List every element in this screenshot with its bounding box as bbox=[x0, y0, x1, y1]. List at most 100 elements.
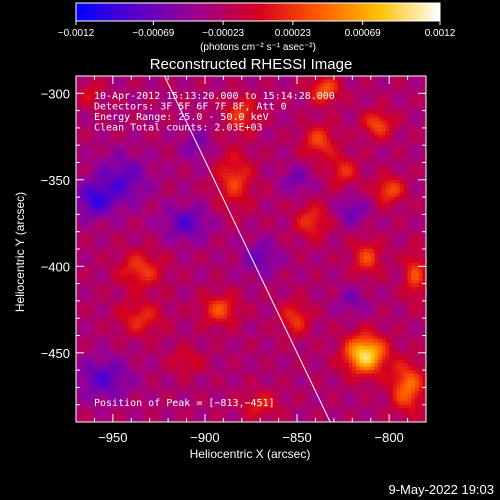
heatmap-cell bbox=[201, 228, 206, 233]
heatmap-cell bbox=[396, 96, 401, 101]
heatmap-cell bbox=[385, 190, 390, 195]
heatmap-cell bbox=[241, 238, 247, 243]
heatmap-cell bbox=[146, 242, 151, 247]
heatmap-cell bbox=[109, 169, 114, 174]
heatmap-cell bbox=[407, 114, 412, 119]
heatmap-cell bbox=[175, 93, 180, 98]
heatmap-cell bbox=[278, 148, 283, 153]
heatmap-cell bbox=[186, 249, 191, 254]
heatmap-cell bbox=[396, 86, 401, 91]
heatmap-cell bbox=[186, 228, 191, 233]
heatmap-cell bbox=[319, 152, 324, 157]
heatmap-cell bbox=[337, 131, 342, 136]
heatmap-cell bbox=[212, 93, 217, 98]
heatmap-cell bbox=[175, 162, 180, 167]
heatmap-cell bbox=[252, 117, 258, 122]
heatmap-cell bbox=[164, 165, 169, 171]
heatmap-cell bbox=[333, 138, 339, 143]
heatmap-cell bbox=[160, 255, 166, 260]
heatmap-cell bbox=[333, 159, 339, 164]
heatmap-cell bbox=[153, 183, 158, 188]
heatmap-cell bbox=[138, 107, 143, 112]
heatmap-cell bbox=[171, 190, 177, 195]
heatmap-cell bbox=[234, 245, 239, 250]
heatmap-cell bbox=[216, 148, 221, 153]
heatmap-cell bbox=[87, 127, 92, 132]
heatmap-cell bbox=[160, 138, 166, 143]
heatmap-cell bbox=[422, 204, 426, 209]
heatmap-cell bbox=[356, 127, 361, 132]
heatmap-cell bbox=[297, 100, 302, 105]
heatmap-cell bbox=[138, 127, 143, 132]
heatmap-cell bbox=[297, 231, 302, 236]
heatmap-cell bbox=[333, 131, 339, 136]
heatmap-cell bbox=[238, 186, 243, 191]
heatmap-cell bbox=[223, 76, 228, 81]
heatmap-cell bbox=[304, 221, 309, 226]
heatmap-cell bbox=[105, 217, 110, 222]
heatmap-cell bbox=[234, 152, 239, 157]
heatmap-cell bbox=[197, 193, 202, 198]
heatmap-cell bbox=[120, 183, 125, 188]
heatmap-cell bbox=[260, 159, 265, 164]
heatmap-cell bbox=[168, 100, 173, 105]
heatmap-cell bbox=[389, 82, 394, 87]
heatmap-cell bbox=[157, 190, 162, 195]
heatmap-cell bbox=[87, 214, 92, 219]
heatmap-cell bbox=[367, 120, 372, 126]
heatmap-cell bbox=[208, 100, 213, 105]
heatmap-cell bbox=[396, 107, 401, 112]
heatmap-cell bbox=[411, 210, 416, 215]
heatmap-cell bbox=[94, 197, 99, 202]
heatmap-cell bbox=[193, 148, 199, 153]
heatmap-cell bbox=[374, 224, 379, 229]
heatmap-cell bbox=[330, 169, 335, 174]
heatmap-cell bbox=[326, 138, 331, 143]
heatmap-cell bbox=[138, 242, 143, 247]
heatmap-cell bbox=[105, 93, 110, 98]
heatmap-cell bbox=[171, 96, 177, 101]
heatmap-cell bbox=[241, 231, 247, 236]
heatmap-cell bbox=[234, 193, 239, 198]
heatmap-cell bbox=[400, 224, 405, 229]
heatmap-cell bbox=[315, 214, 320, 219]
heatmap-cell bbox=[249, 117, 254, 122]
heatmap-cell bbox=[359, 134, 364, 139]
heatmap-cell bbox=[263, 114, 269, 119]
heatmap-cell bbox=[381, 124, 387, 129]
heatmap-cell bbox=[341, 214, 346, 219]
heatmap-cell bbox=[422, 96, 426, 101]
heatmap-cell bbox=[396, 214, 401, 219]
colorbar-tick-label: −0.00069 bbox=[132, 28, 174, 39]
heatmap-cell bbox=[267, 93, 272, 98]
heatmap-cell bbox=[227, 183, 232, 188]
heatmap-cell bbox=[90, 89, 96, 94]
heatmap-cell bbox=[101, 176, 107, 181]
heatmap-cell bbox=[286, 165, 291, 171]
heatmap-cell bbox=[94, 82, 99, 87]
heatmap-cell bbox=[87, 79, 92, 84]
heatmap-cell bbox=[293, 186, 298, 191]
heatmap-cell bbox=[83, 179, 88, 184]
heatmap-cell bbox=[127, 197, 132, 202]
heatmap-cell bbox=[414, 183, 420, 188]
heatmap-cell bbox=[337, 193, 342, 198]
heatmap-cell bbox=[274, 210, 280, 215]
heatmap-cell bbox=[407, 86, 412, 91]
heatmap-cell bbox=[120, 155, 125, 160]
heatmap-cell bbox=[356, 190, 361, 195]
heatmap-cell bbox=[396, 76, 401, 81]
heatmap-cell bbox=[286, 107, 291, 112]
heatmap-cell bbox=[389, 138, 394, 143]
heatmap-cell bbox=[186, 231, 191, 236]
heatmap-cell bbox=[79, 145, 84, 150]
heatmap-cell bbox=[190, 169, 195, 174]
heatmap-cell bbox=[175, 193, 180, 198]
heatmap-cell bbox=[241, 114, 247, 119]
heatmap-cell bbox=[374, 210, 379, 215]
heatmap-cell bbox=[389, 124, 394, 129]
heatmap-cell bbox=[149, 200, 154, 205]
heatmap-cell bbox=[83, 224, 88, 229]
heatmap-cell bbox=[234, 252, 239, 257]
heatmap-cell bbox=[245, 186, 250, 191]
